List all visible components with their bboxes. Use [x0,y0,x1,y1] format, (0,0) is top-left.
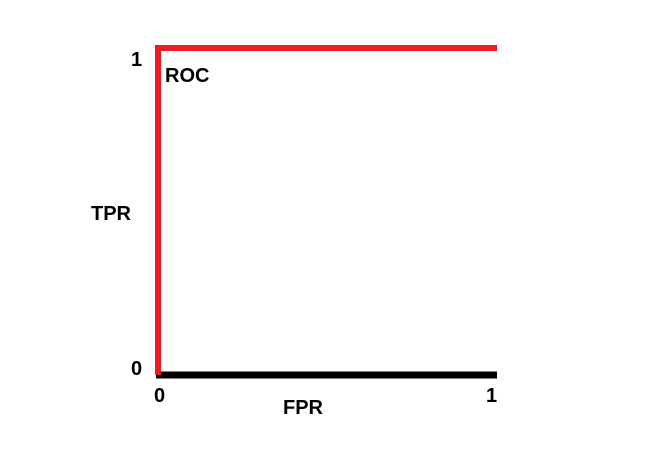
x-axis-label: FPR [283,397,324,419]
series-label-roc: ROC [165,65,209,87]
y-axis-label: TPR [91,203,132,225]
roc-curve-line [155,45,497,375]
y-tick-label-0: 0 [131,358,142,380]
x-tick-label-0: 0 [154,385,165,407]
x-tick-label-1: 1 [486,385,497,407]
y-tick-label-1: 1 [131,49,142,71]
